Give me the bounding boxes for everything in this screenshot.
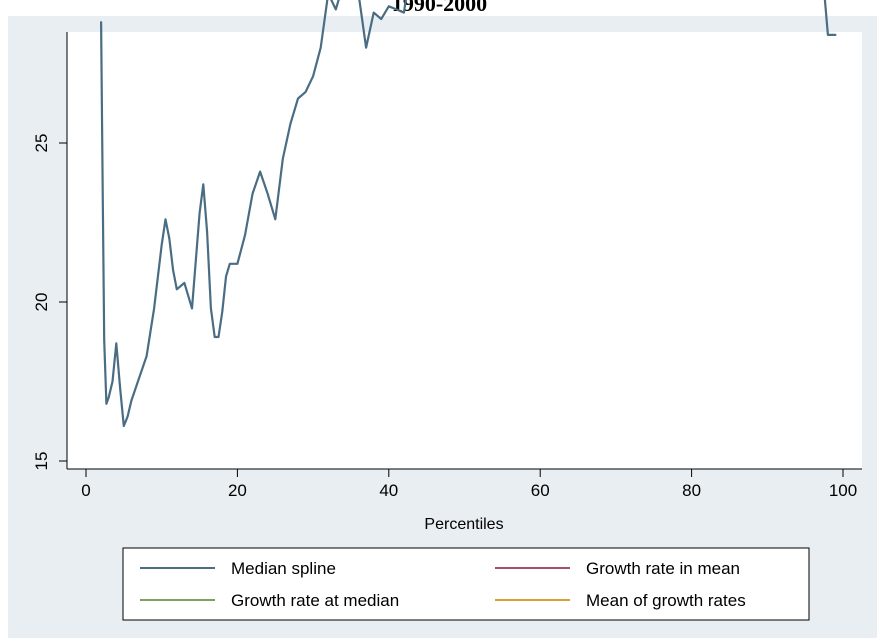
- y-tick-label: 15: [32, 452, 51, 471]
- x-ticks: 0 20 40 60 80 100: [81, 469, 857, 500]
- legend-label-2: Growth rate at median: [231, 591, 399, 610]
- x-tick-label: 80: [682, 481, 701, 500]
- legend-label-0: Median spline: [231, 559, 336, 578]
- x-tick-label: 40: [379, 481, 398, 500]
- x-axis-label: Percentiles: [424, 516, 503, 533]
- y-tick-label: 25: [32, 134, 51, 153]
- legend-label-1: Growth rate in mean: [586, 559, 740, 578]
- plot-area: [67, 32, 862, 469]
- chart-title: 1990-2000: [391, 0, 488, 16]
- x-tick-label: 100: [829, 481, 857, 500]
- x-tick-label: 0: [81, 481, 90, 500]
- x-tick-label: 20: [228, 481, 247, 500]
- legend-box: [122, 547, 810, 621]
- x-tick-label: 60: [531, 481, 550, 500]
- legend-label-3: Mean of growth rates: [586, 591, 746, 610]
- series-line-0: [99, 0, 837, 428]
- series-layer: [99, 0, 837, 428]
- y-tick-label: 20: [32, 293, 51, 312]
- y-ticks: 152025303540: [32, 134, 67, 471]
- legend: Median spline Growth rate in mean Growth r…: [140, 559, 746, 610]
